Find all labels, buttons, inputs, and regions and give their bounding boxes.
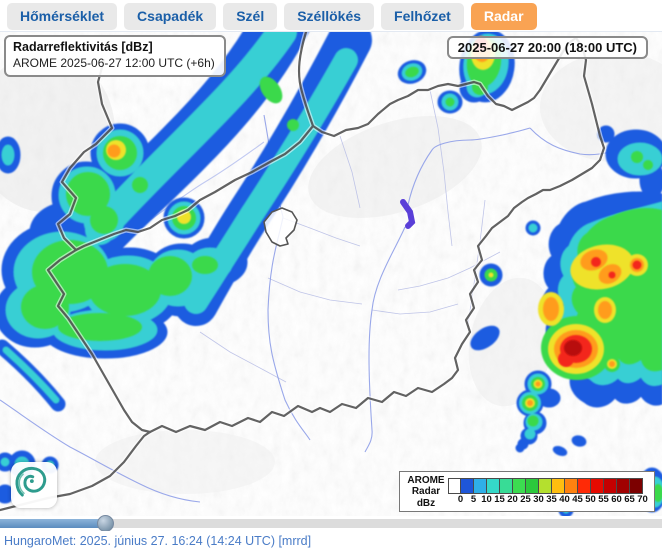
legend-color-box	[448, 478, 461, 495]
slider-fill	[0, 519, 106, 528]
radar-map: Radarreflektivitás [dBz] AROME 2025-06-2…	[0, 32, 662, 516]
hungaromet-logo	[11, 462, 57, 508]
legend-label: AROME Radar dBz	[404, 475, 448, 510]
legend-color-box	[487, 478, 500, 495]
legend-tick-label: 65	[624, 494, 635, 506]
tab-szellokes[interactable]: Széllökés	[284, 3, 375, 30]
legend-color-box	[461, 478, 474, 495]
slider-handle[interactable]	[96, 515, 114, 532]
status-bar: HungaroMet: 2025. június 27. 16:24 (14:2…	[0, 531, 662, 552]
legend-color-box	[526, 478, 539, 495]
layer-info-box: Radarreflektivitás [dBz] AROME 2025-06-2…	[4, 35, 226, 77]
legend-tick-label: 10	[481, 494, 492, 506]
legend-color-box	[474, 478, 487, 495]
legend-scale: 0 5 10 15 20 25 30 35 40 45 50 55 60 65 70	[448, 478, 649, 505]
rivers	[0, 114, 646, 503]
tab-szel[interactable]: Szél	[223, 3, 278, 30]
legend-color-box	[617, 478, 630, 495]
slider-track[interactable]	[0, 519, 662, 528]
forecast-tabbar: Hőmérséklet Csapadék Szél Széllökés Felh…	[0, 0, 662, 32]
legend-tick-label: 35	[546, 494, 557, 506]
model-run-label: AROME 2025-06-27 12:00 UTC (+6h)	[13, 55, 215, 70]
legend-tick-label: 20	[507, 494, 518, 506]
tab-csapadek[interactable]: Csapadék	[124, 3, 217, 30]
legend-param: Radar	[411, 486, 441, 497]
tab-radar[interactable]: Radar	[470, 3, 537, 30]
legend-color-box	[500, 478, 513, 495]
tab-homerseklet[interactable]: Hőmérséklet	[7, 3, 118, 30]
color-scale-legend: AROME Radar dBz 0 5 10 15 20 25 30 35 40 45 50 55 60…	[399, 470, 655, 512]
legend-tick-label: 5	[470, 494, 477, 506]
legend-tick-label: 40	[559, 494, 570, 506]
hungaromet-logo-icon	[15, 466, 47, 497]
legend-color-boxes	[448, 478, 649, 495]
legend-tick-label: 70	[637, 494, 648, 506]
valid-time-box: 2025-06-27 20:00 (18:00 UTC)	[446, 36, 648, 59]
legend-color-box	[604, 478, 617, 495]
legend-model: AROME	[407, 474, 445, 486]
legend-color-box	[539, 478, 552, 495]
legend-ticks: 0 5 10 15 20 25 30 35 40 45 50 55 60 65 70	[448, 494, 649, 505]
legend-color-box	[565, 478, 578, 495]
radar-map-canvas	[0, 32, 662, 516]
legend-tick-label: 50	[585, 494, 596, 506]
layer-title: Radarreflektivitás [dBz]	[13, 40, 153, 54]
budapest-outline	[263, 207, 298, 247]
radar-layer-darkred	[564, 340, 582, 356]
legend-color-box	[552, 478, 565, 495]
country-borders	[0, 32, 607, 513]
legend-tick-label: 0	[457, 494, 464, 506]
legend-color-box	[591, 478, 604, 495]
legend-tick-label: 55	[598, 494, 609, 506]
legend-tick-label: 60	[611, 494, 622, 506]
legend-tick-label: 25	[520, 494, 531, 506]
legend-tick-label: 30	[533, 494, 544, 506]
legend-tick-label: 45	[572, 494, 583, 506]
legend-unit: dBz	[416, 497, 436, 509]
time-slider[interactable]	[0, 515, 662, 532]
status-text: HungaroMet: 2025. június 27. 16:24 (14:2…	[4, 534, 312, 548]
legend-color-box	[630, 478, 643, 495]
legend-tick-label: 15	[494, 494, 505, 506]
tab-felhozet[interactable]: Felhőzet	[381, 3, 464, 30]
legend-color-box	[578, 478, 591, 495]
legend-color-box	[513, 478, 526, 495]
